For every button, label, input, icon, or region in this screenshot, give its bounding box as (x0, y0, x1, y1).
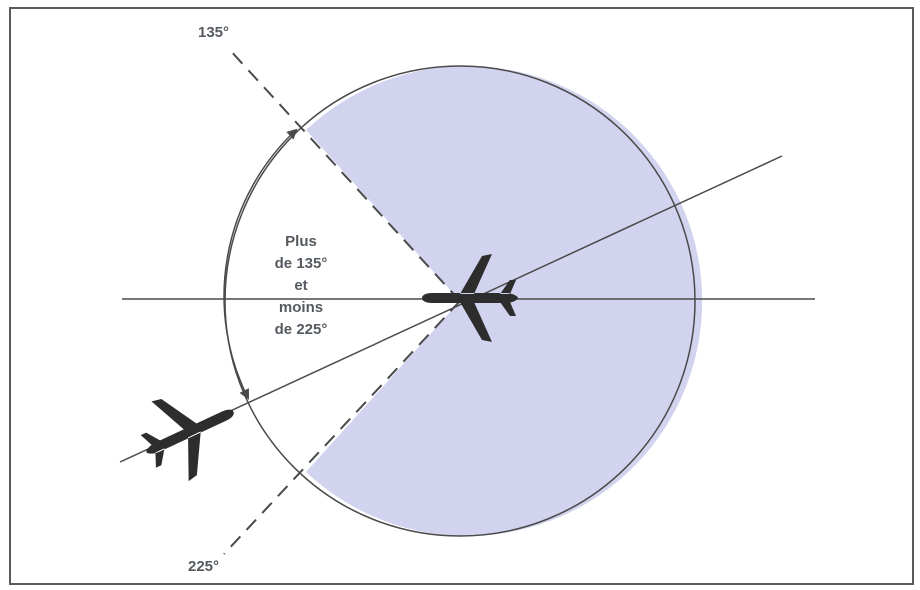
sector-text-line-3: et (294, 277, 307, 294)
sector-text-line-2: de 135° (275, 255, 328, 272)
sector-description: Plus de 135° et moins de 225° (275, 233, 328, 338)
range-circle (224, 65, 696, 537)
diagram-frame (9, 7, 914, 585)
sector-text-line-5: de 225° (275, 321, 328, 338)
sector-text-line-4: moins (279, 299, 323, 316)
boundary-225-line (223, 300, 461, 555)
sector-text-line-1: Plus (285, 233, 317, 250)
boundary-135-line (227, 47, 461, 302)
airplane-icon (422, 254, 518, 342)
angle-135-label: 135° (198, 24, 229, 41)
angle-arc-arrow (223, 128, 298, 400)
airplane-icon (140, 399, 234, 482)
angle-225-label: 225° (188, 558, 219, 575)
